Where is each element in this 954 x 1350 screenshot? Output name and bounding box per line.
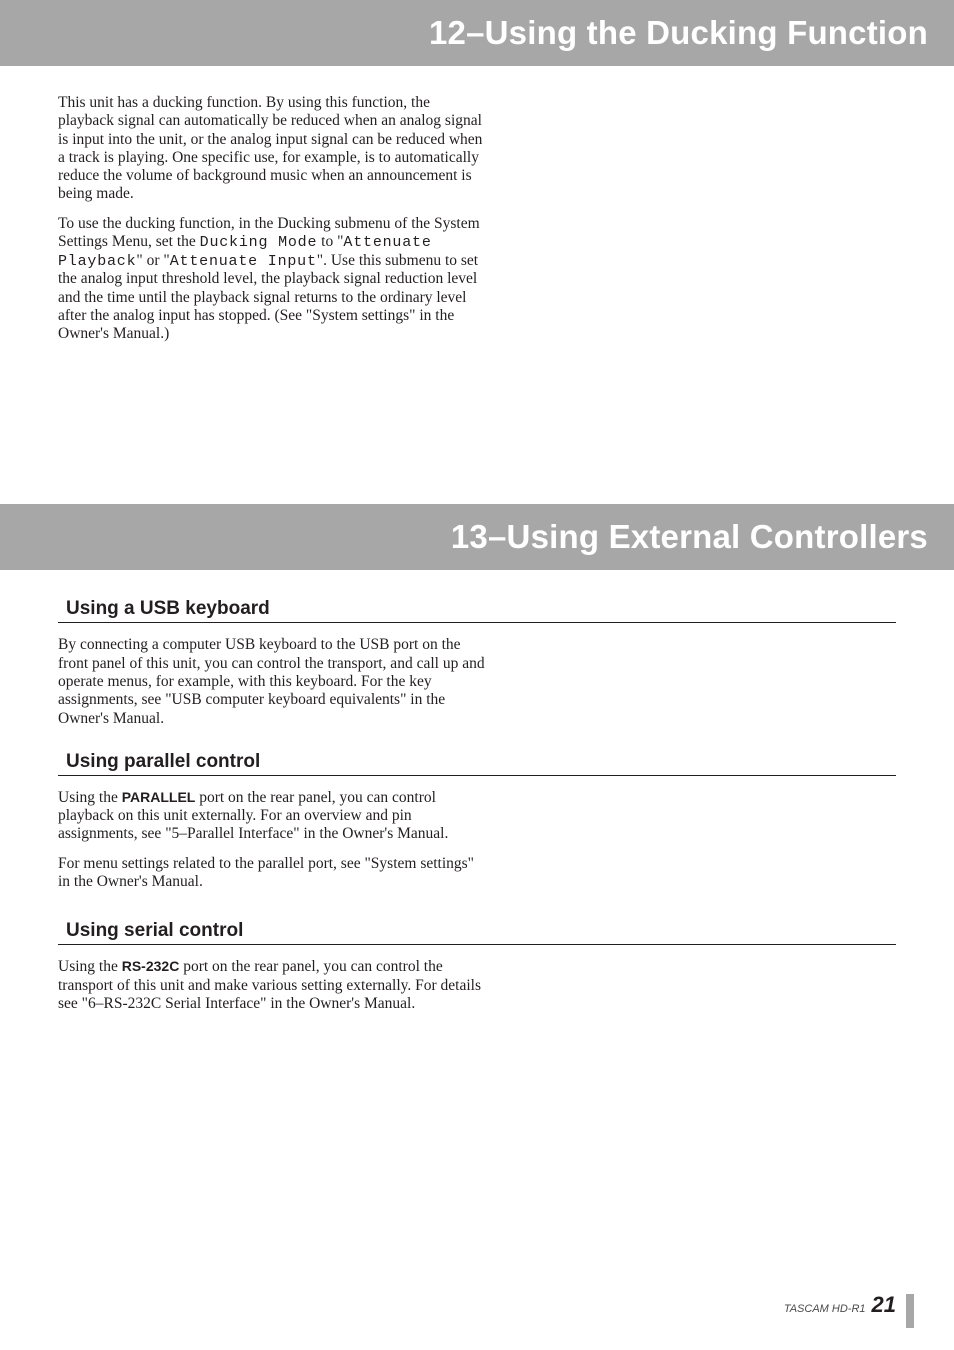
parallel-p1-a: Using the: [58, 789, 122, 806]
chapter-12-title: 12–Using the Ducking Function: [58, 14, 928, 52]
chapter-12-content: This unit has a ducking function. By usi…: [58, 94, 488, 343]
page-footer: TASCAM HD-R1 21: [784, 1292, 896, 1318]
ch12-p2-lcd-3: Attenuate Input: [170, 253, 317, 270]
ch12-para-1: This unit has a ducking function. By usi…: [58, 94, 488, 204]
header-banner: 12–Using the Ducking Function: [58, 0, 954, 66]
parallel-para-1: Using the PARALLEL port on the rear pane…: [58, 789, 488, 844]
chapter-13-header: 13–Using External Controllers: [0, 504, 954, 570]
footer-edge-tab: [906, 1294, 914, 1328]
section-gap-2: [0, 902, 954, 920]
section-parallel-title: Using parallel control: [58, 751, 896, 773]
parallel-para-2: For menu settings related to the paralle…: [58, 855, 488, 892]
section-parallel-heading: Using parallel control: [58, 751, 896, 776]
ch12-p2-text-b: to ": [317, 233, 343, 250]
footer-page-number: 21: [872, 1292, 896, 1318]
section-serial-title: Using serial control: [58, 920, 896, 942]
section-serial-content: Using the RS-232C port on the rear panel…: [58, 958, 488, 1013]
section-usb-keyboard-heading: Using a USB keyboard: [58, 598, 896, 623]
header-left-stub-2: [0, 504, 58, 570]
serial-port-label: RS-232C: [122, 958, 180, 974]
parallel-port-label: PARALLEL: [122, 789, 196, 805]
ch12-p2-lcd-1: Ducking Mode: [200, 234, 318, 251]
mid-spacer: [0, 354, 954, 504]
section-usb-keyboard-title: Using a USB keyboard: [58, 598, 896, 620]
section-usb-keyboard-content: By connecting a computer USB keyboard to…: [58, 636, 488, 727]
section-serial-heading: Using serial control: [58, 920, 896, 945]
header-banner-2: 13–Using External Controllers: [58, 504, 954, 570]
usb-keyboard-para: By connecting a computer USB keyboard to…: [58, 636, 488, 727]
chapter-12-header: 12–Using the Ducking Function: [0, 0, 954, 66]
header-left-stub: [0, 0, 58, 66]
section-gap-1: [0, 739, 954, 751]
chapter-13-title: 13–Using External Controllers: [58, 518, 928, 556]
footer-product: TASCAM HD-R1: [784, 1303, 866, 1315]
ch12-p2-text-c: " or ": [136, 252, 169, 269]
section-parallel-content: Using the PARALLEL port on the rear pane…: [58, 789, 488, 891]
serial-para: Using the RS-232C port on the rear panel…: [58, 958, 488, 1013]
ch12-para-2: To use the ducking function, in the Duck…: [58, 215, 488, 344]
serial-p-a: Using the: [58, 958, 122, 975]
